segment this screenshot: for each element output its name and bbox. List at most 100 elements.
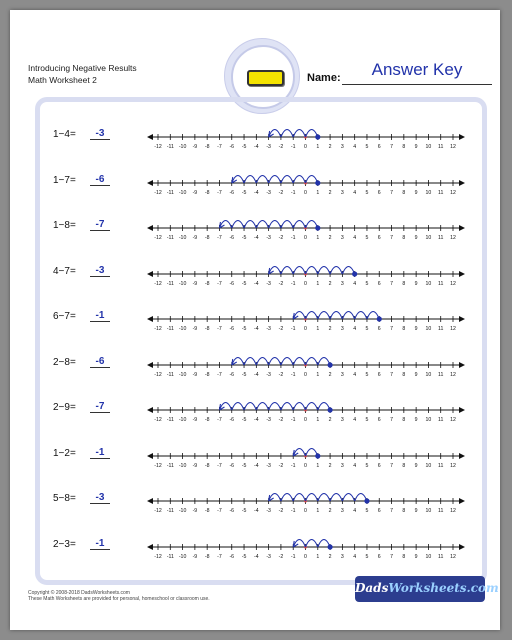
tick-label: -9 xyxy=(193,144,198,150)
problem-answer: -6 xyxy=(90,174,110,186)
tick-label: -11 xyxy=(167,372,174,378)
right-arrow-icon xyxy=(459,316,465,322)
tick-label: 2 xyxy=(329,508,332,514)
problem-expression: 1−7= xyxy=(53,174,76,186)
tick-label: 1 xyxy=(316,463,319,469)
tick-label: 10 xyxy=(426,190,432,196)
tick-label: 11 xyxy=(438,190,443,196)
tick-label: -1 xyxy=(291,190,296,196)
tick-label: 7 xyxy=(390,463,393,469)
tick-label: -8 xyxy=(205,554,210,560)
problem-row: 1−2= -1 -12 -11 -10 -9 -8 -7 -6 -5 -4 -3 -2 -1 0 1 2 3 4 5 6… xyxy=(10,447,512,478)
tick-label: -5 xyxy=(242,417,247,423)
tick-label: -1 xyxy=(291,144,296,150)
tick-label: 4 xyxy=(353,372,356,378)
tick-label: 12 xyxy=(450,417,456,423)
tick-label: -3 xyxy=(266,235,271,241)
tick-label: -12 xyxy=(154,508,162,514)
tick-label: -9 xyxy=(193,417,198,423)
tick-label: -11 xyxy=(167,190,174,196)
problem-expression: 2−9= xyxy=(53,402,76,413)
tick-label: 8 xyxy=(402,235,405,241)
problem-row: 5−8= -3 -12 -11 -10 -9 -8 -7 -6 -5 -4 -3 -2 -1 0 1 2 3 4 5 6… xyxy=(10,492,512,523)
right-arrow-icon xyxy=(459,270,465,277)
tick-label: 9 xyxy=(415,508,418,514)
tick-label: 1 xyxy=(316,508,319,514)
tick-label: -8 xyxy=(205,372,210,378)
tick-label: 6 xyxy=(378,554,381,560)
tick-label: 3 xyxy=(341,235,344,241)
tick-label: -1 xyxy=(291,417,296,423)
tick-label: 0 xyxy=(304,508,307,514)
tick-label: 5 xyxy=(366,144,369,150)
tick-label: -2 xyxy=(279,372,284,378)
tick-label: -6 xyxy=(229,190,234,196)
tick-label: 4 xyxy=(353,190,356,196)
tick-label: -10 xyxy=(179,372,187,378)
start-point xyxy=(315,134,321,140)
tick-label: 4 xyxy=(353,417,356,423)
tick-label: 6 xyxy=(378,326,381,332)
end-arrowhead-icon xyxy=(292,449,299,456)
tick-label: -9 xyxy=(193,281,198,287)
tick-label: -6 xyxy=(229,235,234,241)
tick-label: -2 xyxy=(279,190,284,196)
tick-label: -10 xyxy=(179,508,187,514)
hop-arcs xyxy=(268,265,356,274)
tick-label: 8 xyxy=(402,281,405,287)
tick-label: 1 xyxy=(316,235,319,241)
problem-row: 1−4= -3 -12 -11 -10 -9 -8 -7 -6 -5 -4 -3 -2 -1 0 1 2 3 4 5 6… xyxy=(10,128,512,159)
end-arrowhead-icon xyxy=(218,403,225,411)
tick-label: 9 xyxy=(415,144,418,150)
problems-frame xyxy=(35,97,487,585)
title-line-1: Introducing Negative Results xyxy=(28,63,137,73)
tick-label: 9 xyxy=(415,554,418,560)
tick-label: -10 xyxy=(179,235,187,241)
tick-label: 7 xyxy=(390,326,393,332)
tick-label: -3 xyxy=(266,417,271,423)
problem-expression: 4−7= xyxy=(53,265,76,277)
problem-expression: 1−4= xyxy=(53,129,76,140)
left-arrow-icon xyxy=(147,498,153,504)
end-arrowhead-icon xyxy=(268,130,274,138)
tick-label: 7 xyxy=(390,144,393,150)
tick-label: 5 xyxy=(366,417,369,423)
tick-label: -6 xyxy=(229,508,234,514)
tick-label: -4 xyxy=(254,417,259,423)
problem-answer: -3 xyxy=(90,265,110,277)
tick-label: 6 xyxy=(378,463,381,469)
problem-answer: -7 xyxy=(90,401,110,413)
right-arrow-icon xyxy=(459,179,465,186)
number-line: -12 -11 -10 -9 -8 -7 -6 -5 -4 -3 -2 -1 0 1 2 3 4 5 6 7 8 9 10 1… xyxy=(147,265,465,287)
problem-row: 6−7= -1 -12 -11 -10 -9 -8 -7 -6 -5 -4 -3 -2 -1 0 1 2 3 4 5 6… xyxy=(10,310,512,341)
start-point xyxy=(315,225,321,231)
tick-label: 12 xyxy=(450,144,456,150)
tick-label: 12 xyxy=(450,190,456,196)
tick-label: 7 xyxy=(390,417,393,423)
tick-label: 2 xyxy=(329,281,332,287)
yellow-bar-icon xyxy=(247,70,284,86)
tick-label: -7 xyxy=(217,281,222,287)
start-point xyxy=(315,452,321,459)
tick-label: -7 xyxy=(217,190,222,196)
hop-arcs xyxy=(218,219,319,229)
title-line-2: Math Worksheet 2 xyxy=(28,75,97,85)
tick-label: -3 xyxy=(266,508,271,514)
tick-label: 9 xyxy=(415,190,418,196)
tick-label: 12 xyxy=(450,508,456,514)
tick-label: 0 xyxy=(304,554,307,560)
problem-row: 1−7= -6 -12 -11 -10 -9 -8 -7 -6 -5 -4 -3 -2 -1 0 1 2 3 4 5 6… xyxy=(10,174,512,205)
tick-label: 11 xyxy=(438,326,443,332)
hop-arcs xyxy=(268,128,319,138)
tick-label: 3 xyxy=(341,508,344,514)
tick-label: -5 xyxy=(242,144,247,150)
tick-label: 0 xyxy=(304,144,307,150)
tick-label: -3 xyxy=(266,326,271,332)
number-line: -12 -11 -10 -9 -8 -7 -6 -5 -4 -3 -2 -1 0 1 2 3 4 5 6 7 8 9 10 1… xyxy=(147,356,465,378)
end-arrowhead-icon xyxy=(268,494,274,502)
tick-label: 2 xyxy=(329,326,332,332)
tick-label: 0 xyxy=(304,417,307,423)
tick-label: -7 xyxy=(217,508,222,514)
tick-label: 7 xyxy=(390,235,393,241)
tick-label: 0 xyxy=(304,463,307,469)
